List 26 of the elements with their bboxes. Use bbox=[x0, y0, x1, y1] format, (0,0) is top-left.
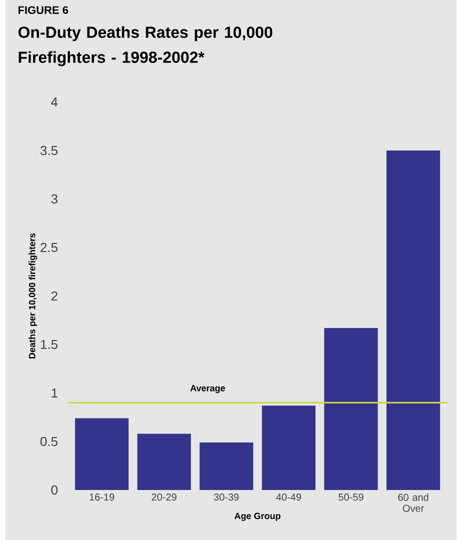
x-axis-title: Age Group bbox=[234, 512, 281, 521]
x-tick-label: 60 and Over bbox=[398, 494, 428, 512]
chart-title: On-Duty Deaths Rates per 10,000 Firefighters - 1998-2002* bbox=[18, 26, 272, 66]
x-tick-label: 20-29 bbox=[152, 494, 177, 501]
y-tick-label: 2 bbox=[52, 291, 58, 301]
bar bbox=[75, 418, 129, 490]
x-tick-label: 30-39 bbox=[214, 494, 239, 501]
x-tick-label: 16-19 bbox=[90, 494, 114, 501]
y-tick-label: 3 bbox=[52, 194, 58, 204]
bar bbox=[138, 434, 192, 490]
y-tick-label: 1 bbox=[52, 388, 58, 398]
ref-line-label: Average bbox=[190, 385, 226, 394]
bar bbox=[200, 442, 254, 490]
y-tick-label: 0.5 bbox=[40, 436, 58, 446]
y-tick-label: 1.5 bbox=[41, 340, 58, 350]
y-tick-label: 4 bbox=[51, 98, 58, 106]
y-tick-label: 3.5 bbox=[40, 146, 58, 156]
x-tick-label: 40-49 bbox=[276, 494, 302, 501]
caption: FIGURE 6 bbox=[18, 6, 68, 14]
bar bbox=[262, 406, 316, 490]
x-tick-label: 50-59 bbox=[338, 494, 364, 501]
y-axis-title: Deaths per 10,000 firefighters bbox=[28, 233, 38, 358]
y-tick-label: 2.5 bbox=[40, 242, 58, 252]
bar bbox=[324, 328, 378, 490]
bar bbox=[386, 150, 440, 490]
y-tick-label: 0 bbox=[52, 485, 58, 495]
